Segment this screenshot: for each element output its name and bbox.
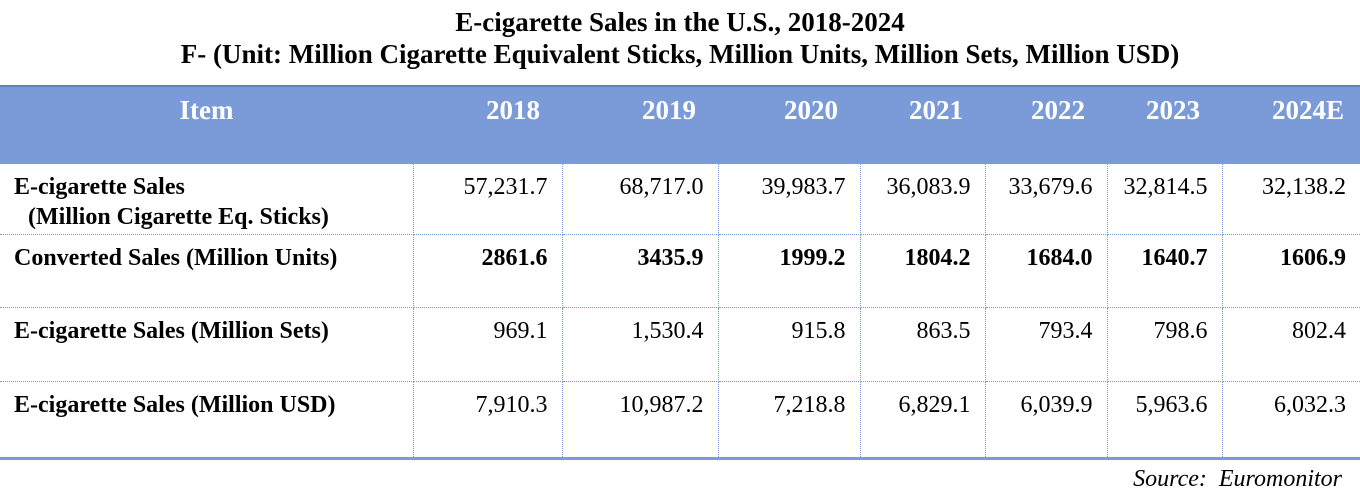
table-cell: 33,679.6 (985, 164, 1108, 235)
header-2019: 2019 (562, 85, 718, 164)
table-cell: 10,987.2 (562, 381, 719, 460)
table-cell: 1,530.4 (562, 307, 719, 382)
table-cell: 793.4 (985, 307, 1108, 382)
header-2022: 2022 (985, 85, 1107, 164)
table-cell: 2861.6 (413, 234, 563, 308)
header-2023: 2023 (1107, 85, 1222, 164)
table-cell: 6,829.1 (860, 381, 986, 460)
table-cell: 969.1 (413, 307, 563, 382)
table-cell: 5,963.6 (1107, 381, 1223, 460)
header-2018: 2018 (413, 85, 562, 164)
table-cell: 1684.0 (985, 234, 1108, 308)
row-label: E-cigarette Sales (Million USD) (0, 381, 414, 460)
table-cell: 36,083.9 (860, 164, 986, 235)
header-2020: 2020 (718, 85, 860, 164)
table-row: Converted Sales (Million Units) 2861.6 3… (0, 234, 1360, 308)
table-cell: 6,039.9 (985, 381, 1108, 460)
table-cell: 7,218.8 (718, 381, 861, 460)
table-cell: 3435.9 (562, 234, 719, 308)
title-line-2: F- (Unit: Million Cigarette Equivalent S… (180, 39, 1180, 69)
sales-table: Item 2018 2019 2020 2021 2022 2023 2024E… (0, 85, 1360, 460)
table-row: E-cigarette Sales (Million USD) 7,910.3 … (0, 381, 1360, 460)
table-cell: 863.5 (860, 307, 986, 382)
table-cell: 68,717.0 (562, 164, 719, 235)
source-note: Source: Euromonitor (1133, 466, 1342, 492)
table-cell: 1804.2 (860, 234, 986, 308)
header-item: Item (0, 85, 413, 164)
table-row: E-cigarette Sales (Million Sets) 969.1 1… (0, 307, 1360, 382)
table-cell: 32,814.5 (1107, 164, 1223, 235)
table-cell: 802.4 (1222, 307, 1360, 382)
row-label: E-cigarette Sales (Million Sets) (0, 307, 414, 382)
title-line-1: E-cigarette Sales in the U.S., 2018-2024 (455, 7, 905, 37)
row-label-sub: (Million Cigarette Eq. Sticks) (28, 204, 329, 230)
table-cell: 57,231.7 (413, 164, 563, 235)
table-cell: 7,910.3 (413, 381, 563, 460)
table-cell: 6,032.3 (1222, 381, 1360, 460)
table-cell: 1606.9 (1222, 234, 1360, 308)
header-2024e: 2024E (1222, 85, 1360, 164)
row-label-main: E-cigarette Sales (14, 174, 185, 200)
row-label: Converted Sales (Million Units) (0, 234, 414, 308)
table-cell: 1999.2 (718, 234, 861, 308)
row-label: E-cigarette Sales (Million Cigarette Eq.… (0, 164, 414, 235)
header-row: Item 2018 2019 2020 2021 2022 2023 2024E (0, 85, 1360, 164)
table-row: E-cigarette Sales (Million Cigarette Eq.… (0, 164, 1360, 235)
header-2021: 2021 (860, 85, 985, 164)
table-cell: 39,983.7 (718, 164, 861, 235)
table-cell: 915.8 (718, 307, 861, 382)
table-cell: 798.6 (1107, 307, 1223, 382)
table-title: E-cigarette Sales in the U.S., 2018-2024… (0, 6, 1360, 70)
table-cell: 32,138.2 (1222, 164, 1360, 235)
table-cell: 1640.7 (1107, 234, 1223, 308)
